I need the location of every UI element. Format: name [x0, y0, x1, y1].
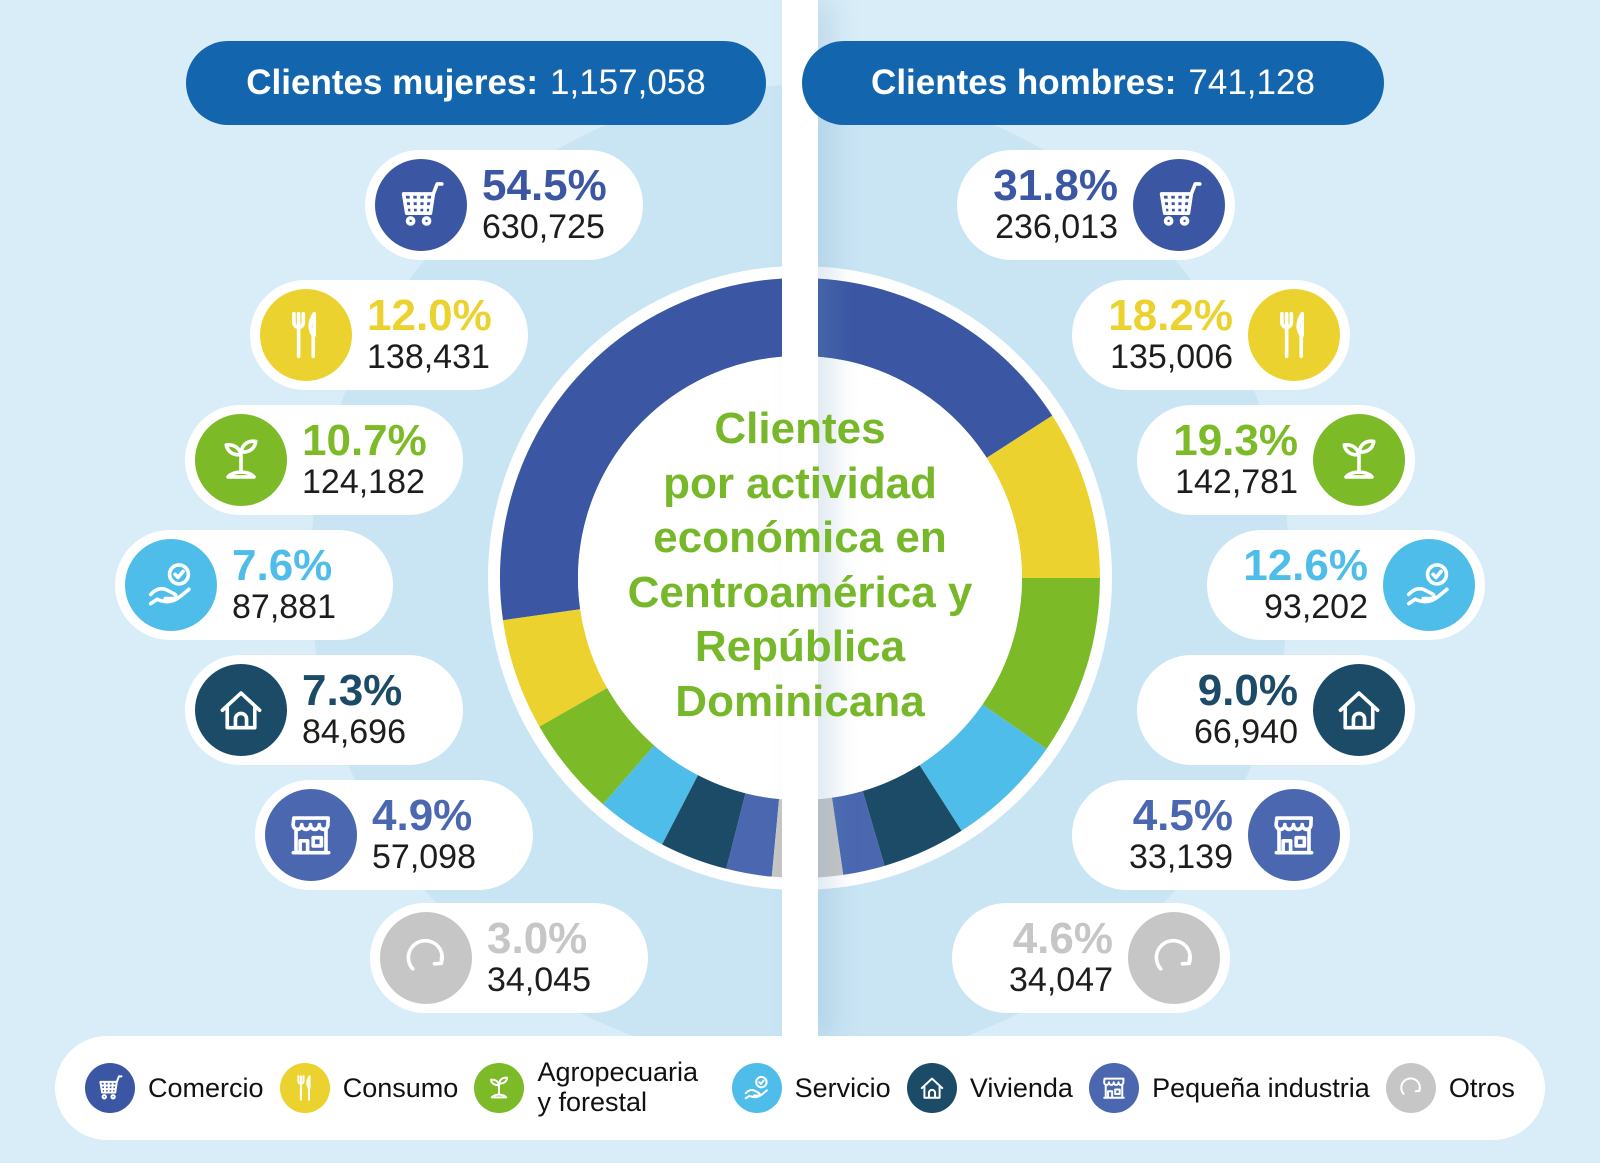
legend: Comercio Consumo Agropecuaria y forestal… — [55, 1036, 1545, 1140]
legend-label: Consumo — [342, 1072, 459, 1103]
stat-bubble-men-servicio: 12.6% 93,202 — [1207, 530, 1485, 640]
legend-item-agropecuaria: Agropecuaria y forestal — [474, 1057, 715, 1117]
refresh-arrow-icon — [380, 912, 472, 1004]
legend-label: Comercio — [148, 1072, 264, 1103]
hand-check-icon — [1383, 539, 1475, 631]
stat-percent: 4.6% — [1012, 914, 1113, 964]
cutlery-icon — [279, 1063, 330, 1113]
stat-percent: 19.3% — [1173, 416, 1298, 466]
stat-count: 33,139 — [1129, 838, 1233, 877]
stat-percent: 7.3% — [302, 666, 403, 716]
stat-count: 34,045 — [487, 961, 591, 1000]
stat-bubble-women-consumo: 12.0% 138,431 — [250, 280, 528, 390]
legend-item-consumo: Consumo — [279, 1063, 459, 1113]
title-line: Clientes — [714, 404, 886, 453]
legend-item-vivienda: Vivienda — [906, 1063, 1073, 1113]
stat-count: 93,202 — [1264, 588, 1368, 627]
stat-percent: 31.8% — [993, 161, 1118, 211]
stat-count: 84,696 — [302, 713, 406, 752]
title-line: por actividad — [663, 458, 937, 508]
stat-percent: 7.6% — [232, 541, 333, 591]
legend-label: Vivienda — [969, 1072, 1073, 1103]
stat-bubble-women-pequena-industria: 4.9% 57,098 — [255, 780, 533, 890]
stat-bubble-women-agropecuaria: 10.7% 124,182 — [185, 405, 463, 515]
stat-percent: 3.0% — [487, 914, 588, 964]
legend-label: Otros — [1448, 1072, 1515, 1103]
house-icon — [1313, 664, 1405, 756]
title-line: Dominicana — [675, 676, 925, 726]
storefront-icon — [265, 789, 357, 881]
header-women-value: 1,157,058 — [550, 63, 706, 102]
stat-bubble-women-comercio: 54.5% 630,725 — [365, 150, 643, 260]
refresh-arrow-icon — [1385, 1063, 1436, 1113]
cutlery-icon — [1248, 289, 1340, 381]
legend-item-comercio: Comercio — [85, 1063, 264, 1113]
stat-bubble-men-otros: 4.6% 34,047 — [952, 903, 1230, 1013]
shopping-cart-icon — [1133, 159, 1225, 251]
stat-count: 66,940 — [1194, 713, 1298, 752]
stat-percent: 12.0% — [367, 291, 492, 341]
legend-label: Pequeña industria — [1152, 1072, 1370, 1103]
vertical-divider — [782, 0, 818, 1040]
storefront-icon — [1089, 1063, 1140, 1113]
refresh-arrow-icon — [1128, 912, 1220, 1004]
stat-bubble-men-vivienda: 9.0% 66,940 — [1137, 655, 1415, 765]
stat-percent: 4.9% — [372, 791, 473, 841]
legend-item-otros: Otros — [1385, 1063, 1515, 1113]
stat-percent: 4.5% — [1132, 791, 1233, 841]
shopping-cart-icon — [375, 159, 467, 251]
stat-bubble-women-otros: 3.0% 34,045 — [370, 903, 648, 1013]
stat-count: 124,182 — [302, 463, 425, 502]
stat-bubble-women-servicio: 7.6% 87,881 — [115, 530, 393, 640]
stat-count: 236,013 — [995, 208, 1118, 247]
house-icon — [195, 664, 287, 756]
stat-percent: 10.7% — [302, 416, 427, 466]
stat-count: 57,098 — [372, 838, 476, 877]
title-line: Centroamérica y — [627, 567, 973, 617]
stat-count: 135,006 — [1110, 338, 1233, 377]
stat-bubble-men-comercio: 31.8% 236,013 — [957, 150, 1235, 260]
plant-icon — [1313, 414, 1405, 506]
title-line: económica en — [653, 513, 947, 563]
header-men: Clientes hombres: 741,128 — [802, 41, 1384, 125]
stat-percent: 9.0% — [1197, 666, 1298, 716]
legend-item-servicio: Servicio — [731, 1063, 891, 1113]
stat-percent: 18.2% — [1108, 291, 1233, 341]
legend-item-pequena-industria: Pequeña industria — [1089, 1063, 1370, 1113]
header-men-value: 741,128 — [1188, 63, 1315, 102]
stat-percent: 54.5% — [482, 161, 607, 211]
stat-count: 87,881 — [232, 588, 336, 627]
stat-bubble-men-consumo: 18.2% 135,006 — [1072, 280, 1350, 390]
header-women-label: Clientes mujeres: — [246, 63, 539, 102]
stat-count: 142,781 — [1175, 463, 1298, 502]
shopping-cart-icon — [85, 1063, 135, 1113]
stat-count: 630,725 — [482, 208, 605, 247]
stat-percent: 12.6% — [1243, 541, 1368, 591]
house-icon — [906, 1063, 957, 1113]
header-women: Clientes mujeres: 1,157,058 — [186, 41, 766, 125]
hand-check-icon — [125, 539, 217, 631]
stat-count: 34,047 — [1009, 961, 1113, 1000]
stat-bubble-men-agropecuaria: 19.3% 142,781 — [1137, 405, 1415, 515]
hand-check-icon — [731, 1063, 782, 1113]
header-men-label: Clientes hombres: — [871, 63, 1177, 102]
plant-icon — [195, 414, 287, 506]
legend-label: Agropecuaria y forestal — [537, 1057, 699, 1117]
stat-bubble-men-pequena-industria: 4.5% 33,139 — [1072, 780, 1350, 890]
legend-label: Servicio — [794, 1072, 891, 1103]
cutlery-icon — [260, 289, 352, 381]
title-line: República — [694, 622, 906, 672]
stat-bubble-women-vivienda: 7.3% 84,696 — [185, 655, 463, 765]
stat-count: 138,431 — [367, 338, 490, 377]
chart-center-title: Clientes por actividad económica en Cent… — [580, 402, 1020, 729]
plant-icon — [474, 1063, 525, 1113]
storefront-icon — [1248, 789, 1340, 881]
